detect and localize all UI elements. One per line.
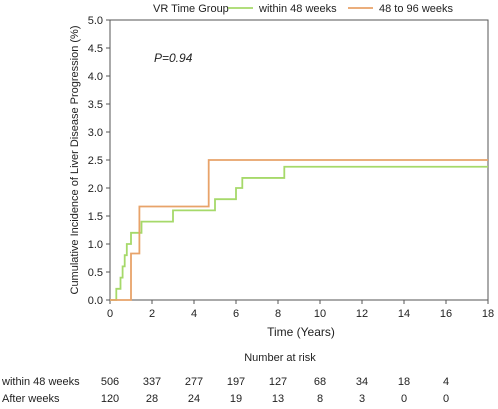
risk-count: 13 [271,393,285,405]
risk-count: 277 [184,376,204,388]
y-tick-label: 0.5 [88,267,103,279]
risk-row-label: After weeks [2,393,60,405]
legend-label-1: within 48 weeks [258,3,337,15]
risk-table-title: Number at risk [244,352,316,364]
x-tick-label: 14 [398,308,410,320]
x-tick-label: 6 [233,308,239,320]
risk-count: 0 [442,393,450,405]
x-tick-label: 10 [314,308,326,320]
cumulative-incidence-chart: 0.0 0.5 1.0 1.5 2.0 2.5 3.0 3.5 4.0 4.5 5.0 0 2 4 6 8 10… [69,3,494,339]
x-tick-label: 4 [191,308,197,320]
y-tick-label: 5.0 [88,15,103,27]
risk-count: 506 [100,376,120,388]
y-axis-label: Cumulative Incidence of Liver Disease Pr… [69,25,81,294]
y-tick-label: 2.0 [88,183,103,195]
x-tick-label: 2 [149,308,155,320]
series-line-2 [110,159,488,301]
x-tick-label: 0 [107,308,113,320]
risk-count: 18 [397,376,411,388]
x-axis-label: Time (Years) [267,325,335,339]
risk-count: 3 [358,393,366,405]
risk-count: 68 [313,376,327,388]
y-tick-label: 2.5 [88,155,103,167]
y-tick-label: 0.0 [88,295,103,307]
series-line-1 [110,165,488,301]
x-tick-label: 8 [275,308,281,320]
risk-count: 197 [226,376,246,388]
risk-count: 120 [100,393,120,405]
legend-label-2: 48 to 96 weeks [379,3,453,15]
risk-count: 24 [187,393,201,405]
risk-count: 8 [316,393,324,405]
risk-row-label: within 48 weeks [2,376,80,388]
y-tick-label: 4.0 [88,71,103,83]
p-value-annotation: P=0.94 [154,51,193,65]
risk-count: 19 [229,393,243,405]
risk-row: After weeks 120 28 24 19 13 8 3 0 0 [0,393,498,409]
risk-count: 127 [268,376,288,388]
y-tick-label: 3.0 [88,127,103,139]
risk-count: 34 [355,376,369,388]
risk-count: 337 [142,376,162,388]
y-tick-label: 1.5 [88,211,103,223]
x-tick-label: 16 [440,308,452,320]
x-tick-label: 12 [356,308,368,320]
risk-count: 0 [400,393,408,405]
risk-count: 4 [442,376,450,388]
y-tick-label: 3.5 [88,99,103,111]
legend-title: VR Time Group [153,3,229,15]
risk-count: 28 [145,393,159,405]
risk-row: within 48 weeks 506 337 277 197 127 68 34 18 4 [0,376,498,392]
y-tick-label: 1.0 [88,239,103,251]
x-tick-label: 18 [482,308,494,320]
y-tick-label: 4.5 [88,43,103,55]
